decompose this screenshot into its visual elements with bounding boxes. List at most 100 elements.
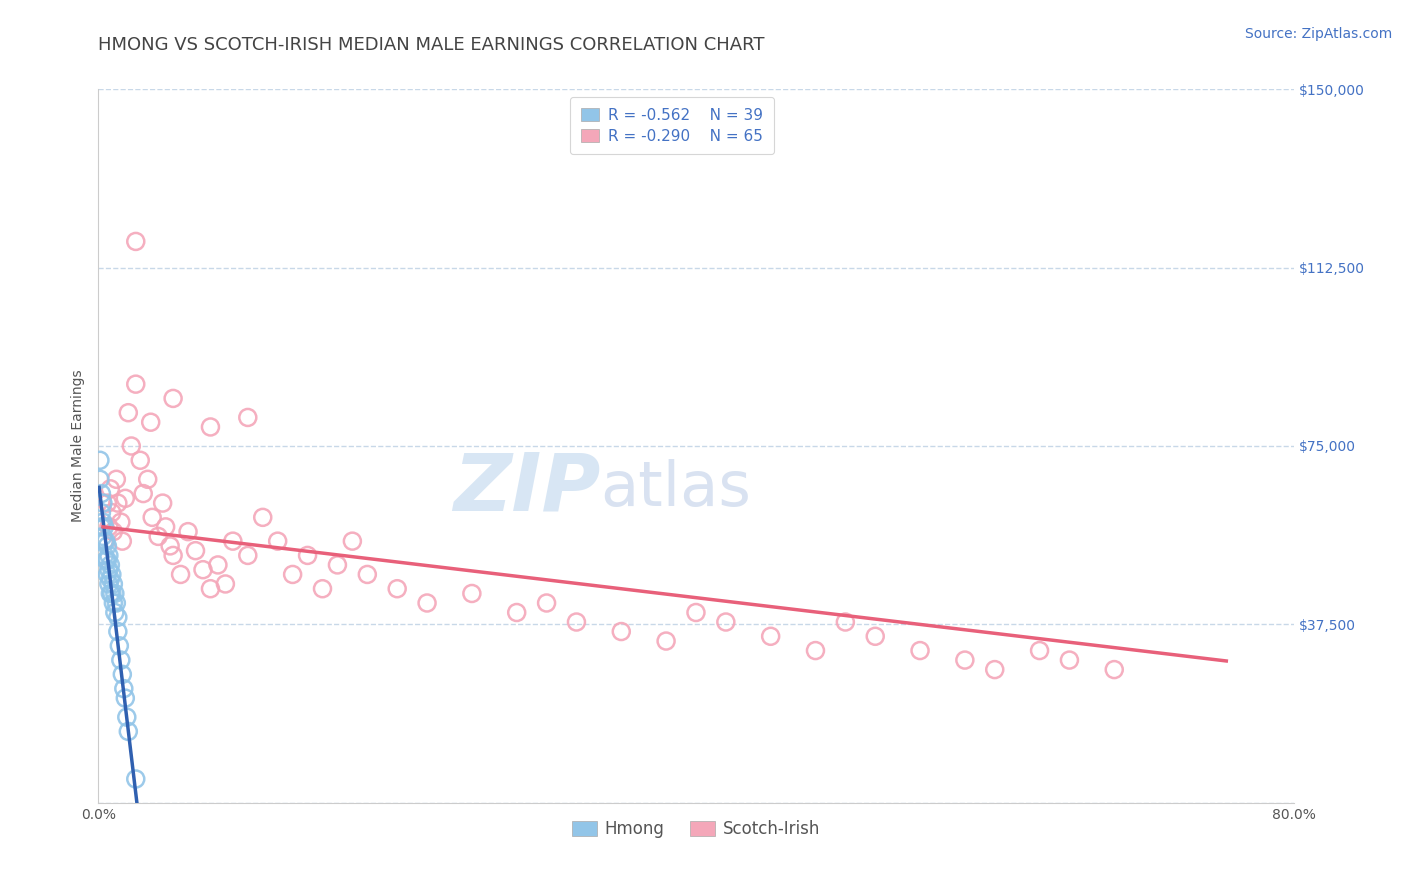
- Point: [105, 596, 128, 610]
- Y-axis label: Median Male Earnings: Median Male Earnings: [70, 369, 84, 523]
- Point: [101, 586, 124, 600]
- Point: [200, 420, 222, 434]
- Point: [98, 558, 122, 572]
- Point: [110, 653, 132, 667]
- Point: [114, 691, 136, 706]
- Point: [91, 496, 114, 510]
- Point: [117, 406, 139, 420]
- Point: [177, 524, 200, 539]
- Point: [110, 515, 132, 529]
- Point: [104, 586, 127, 600]
- Point: [536, 596, 558, 610]
- Point: [200, 582, 222, 596]
- Point: [107, 496, 129, 510]
- Point: [90, 486, 112, 500]
- Point: [236, 549, 259, 563]
- Point: [191, 563, 214, 577]
- Point: [162, 549, 184, 563]
- Point: [506, 606, 529, 620]
- Point: [655, 634, 678, 648]
- Point: [267, 534, 290, 549]
- Point: [759, 629, 782, 643]
- Point: [108, 639, 131, 653]
- Point: [1104, 663, 1126, 677]
- Point: [162, 392, 184, 406]
- Point: [98, 586, 122, 600]
- Point: [89, 453, 111, 467]
- Point: [101, 506, 124, 520]
- Point: [96, 539, 118, 553]
- Point: [91, 529, 114, 543]
- Point: [342, 534, 364, 549]
- Text: ZIP: ZIP: [453, 450, 600, 528]
- Text: atlas: atlas: [600, 458, 751, 519]
- Point: [159, 539, 181, 553]
- Point: [97, 577, 120, 591]
- Point: [94, 553, 117, 567]
- Point: [865, 629, 887, 643]
- Point: [125, 772, 148, 786]
- Point: [184, 543, 207, 558]
- Point: [120, 439, 142, 453]
- Text: HMONG VS SCOTCH-IRISH MEDIAN MALE EARNINGS CORRELATION CHART: HMONG VS SCOTCH-IRISH MEDIAN MALE EARNIN…: [98, 36, 765, 54]
- Point: [103, 577, 125, 591]
- Point: [155, 520, 177, 534]
- Point: [104, 606, 127, 620]
- Point: [90, 506, 112, 520]
- Point: [132, 486, 155, 500]
- Point: [125, 377, 148, 392]
- Text: Source: ZipAtlas.com: Source: ZipAtlas.com: [1244, 27, 1392, 41]
- Point: [91, 515, 114, 529]
- Point: [93, 520, 115, 534]
- Point: [222, 534, 245, 549]
- Point: [93, 549, 115, 563]
- Point: [96, 553, 118, 567]
- Point: [96, 496, 118, 510]
- Point: [908, 643, 931, 657]
- Point: [281, 567, 304, 582]
- Point: [141, 510, 163, 524]
- Point: [94, 534, 117, 549]
- Point: [101, 567, 124, 582]
- Point: [297, 549, 319, 563]
- Point: [136, 472, 159, 486]
- Legend: Hmong, Scotch-Irish: Hmong, Scotch-Irish: [565, 814, 827, 845]
- Point: [93, 534, 115, 549]
- Point: [129, 453, 152, 467]
- Point: [114, 491, 136, 506]
- Point: [356, 567, 378, 582]
- Point: [385, 582, 409, 596]
- Point: [103, 524, 125, 539]
- Point: [207, 558, 229, 572]
- Point: [953, 653, 976, 667]
- Point: [214, 577, 236, 591]
- Point: [103, 596, 125, 610]
- Point: [148, 529, 170, 543]
- Point: [311, 582, 333, 596]
- Point: [565, 615, 588, 629]
- Point: [984, 663, 1007, 677]
- Point: [117, 724, 139, 739]
- Point: [804, 643, 827, 657]
- Point: [416, 596, 439, 610]
- Point: [89, 472, 111, 486]
- Point: [169, 567, 191, 582]
- Point: [139, 415, 162, 429]
- Point: [107, 624, 129, 639]
- Point: [111, 667, 134, 681]
- Point: [93, 534, 115, 549]
- Point: [112, 681, 135, 696]
- Point: [610, 624, 633, 639]
- Point: [1028, 643, 1050, 657]
- Point: [98, 482, 122, 496]
- Point: [461, 586, 484, 600]
- Point: [152, 496, 174, 510]
- Point: [236, 410, 259, 425]
- Point: [125, 235, 148, 249]
- Point: [111, 534, 134, 549]
- Point: [97, 563, 120, 577]
- Point: [252, 510, 274, 524]
- Point: [834, 615, 856, 629]
- Point: [97, 549, 120, 563]
- Point: [107, 610, 129, 624]
